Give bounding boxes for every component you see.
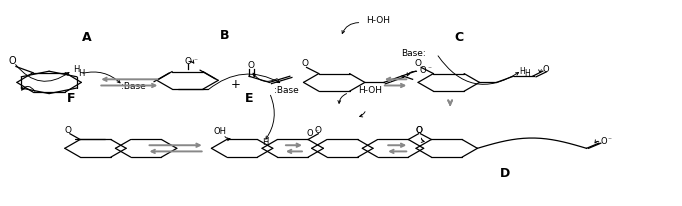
Text: OH: OH [213,127,226,136]
Text: O: O [315,126,322,135]
Text: H: H [519,67,524,76]
Text: H-OH: H-OH [357,86,382,95]
Text: ⁻: ⁻ [608,135,612,144]
Text: Base:: Base: [401,49,426,58]
Text: C: C [454,30,464,44]
Text: E: E [245,92,253,105]
Text: O: O [543,64,550,74]
Text: :Base: :Base [121,82,145,91]
Text: O: O [248,61,254,70]
Text: O: O [9,56,16,66]
Text: H-OH: H-OH [366,16,391,25]
Text: O: O [415,126,422,135]
Text: O: O [415,59,422,68]
Text: O: O [600,137,607,146]
Text: A: A [82,30,91,44]
Text: ⁻: ⁻ [314,128,318,137]
Text: H: H [78,69,85,78]
Text: +: + [231,78,240,91]
Text: H: H [73,65,79,74]
Text: D: D [499,166,510,180]
Text: ⁻: ⁻ [194,56,198,65]
Text: F: F [68,92,76,105]
Text: O: O [64,126,72,135]
Text: :Base: :Base [274,86,299,95]
Text: O: O [307,129,313,138]
Text: O: O [419,66,426,75]
Text: O: O [415,126,423,135]
Text: O: O [301,59,309,68]
Text: B: B [220,28,230,42]
Text: H: H [262,138,268,147]
Text: ⁻: ⁻ [428,64,432,73]
Text: O: O [184,57,191,66]
Text: H: H [524,69,530,78]
